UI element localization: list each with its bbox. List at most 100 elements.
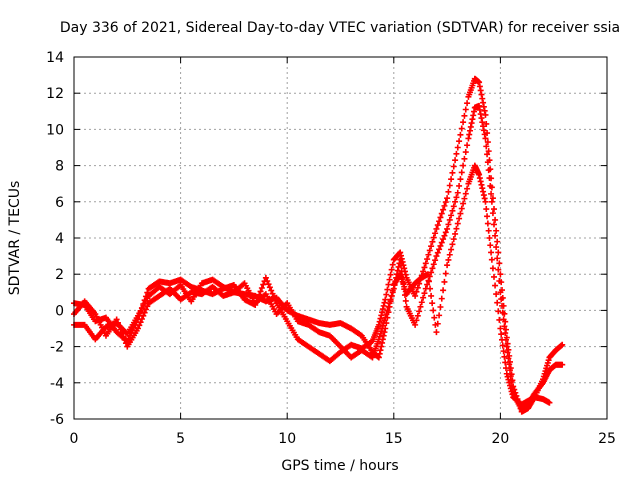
data-point bbox=[428, 243, 435, 250]
data-point bbox=[462, 106, 469, 113]
data-point bbox=[136, 322, 143, 329]
data-point bbox=[429, 238, 436, 245]
data-point bbox=[495, 249, 502, 256]
data-point bbox=[442, 229, 449, 236]
data-point bbox=[420, 294, 427, 301]
data-point bbox=[559, 341, 566, 348]
data-point bbox=[446, 216, 453, 223]
data-point bbox=[432, 257, 439, 264]
data-point bbox=[496, 260, 503, 267]
data-point bbox=[498, 302, 505, 309]
data-point bbox=[428, 269, 435, 276]
data-point bbox=[414, 284, 421, 291]
data-point bbox=[491, 206, 498, 213]
data-point bbox=[386, 303, 393, 310]
data-point bbox=[387, 271, 394, 278]
data-point bbox=[437, 214, 444, 221]
data-point bbox=[444, 225, 451, 232]
data-point bbox=[449, 207, 456, 214]
data-point bbox=[413, 317, 420, 324]
data-point bbox=[452, 157, 459, 164]
data-point bbox=[454, 189, 461, 196]
data-point bbox=[437, 304, 444, 311]
data-point bbox=[485, 167, 492, 174]
data-point bbox=[441, 232, 448, 239]
data-point bbox=[440, 236, 447, 243]
data-point bbox=[461, 155, 468, 162]
data-point bbox=[478, 115, 485, 122]
data-point bbox=[505, 355, 512, 362]
data-point bbox=[434, 320, 441, 327]
y-tick-labels: -6 -4 -2 0 2 4 6 8 10 12 14 bbox=[46, 50, 64, 428]
data-point bbox=[460, 162, 467, 169]
data-point bbox=[506, 367, 513, 374]
data-point bbox=[383, 320, 390, 327]
x-tick-label: 15 bbox=[385, 431, 403, 447]
data-point bbox=[487, 182, 494, 189]
data-point bbox=[546, 399, 553, 406]
data-point bbox=[450, 236, 457, 243]
x-tick-label: 20 bbox=[491, 431, 509, 447]
data-point bbox=[454, 220, 461, 227]
data-point bbox=[450, 203, 457, 210]
data-point bbox=[453, 150, 460, 157]
data-point bbox=[427, 285, 434, 292]
data-point bbox=[493, 244, 500, 251]
data-point bbox=[494, 255, 501, 262]
data-point bbox=[430, 261, 437, 268]
data-point bbox=[421, 290, 428, 297]
data-point bbox=[257, 288, 264, 295]
data-point bbox=[497, 325, 504, 332]
data-point bbox=[461, 195, 468, 202]
data-point bbox=[446, 251, 453, 258]
data-point bbox=[491, 273, 498, 280]
data-point bbox=[450, 163, 457, 170]
y-tick-label: 12 bbox=[46, 86, 64, 102]
data-point bbox=[434, 249, 441, 256]
data-point bbox=[496, 316, 503, 323]
data-point bbox=[448, 212, 455, 219]
data-point bbox=[486, 235, 493, 241]
data-point bbox=[453, 225, 460, 232]
data-point bbox=[438, 210, 445, 217]
data-point bbox=[498, 336, 505, 343]
data-point bbox=[484, 139, 491, 146]
data-point bbox=[452, 198, 459, 205]
data-point bbox=[500, 348, 507, 355]
data-point bbox=[502, 359, 509, 366]
data-point bbox=[268, 287, 275, 294]
data-point bbox=[492, 232, 499, 239]
data-point bbox=[494, 299, 501, 306]
y-tick-label: 4 bbox=[55, 231, 64, 247]
data-point bbox=[493, 291, 500, 298]
data-point bbox=[489, 265, 496, 272]
y-tick-label: 2 bbox=[55, 267, 64, 283]
y-axis-label: SDTVAR / TECUs bbox=[7, 181, 23, 296]
data-point bbox=[138, 315, 145, 322]
data-point bbox=[384, 314, 391, 321]
data-point bbox=[482, 111, 489, 118]
data-point bbox=[389, 287, 396, 294]
data-point bbox=[478, 181, 485, 188]
data-point bbox=[464, 185, 471, 192]
data-point bbox=[436, 246, 443, 253]
data-point bbox=[413, 288, 420, 295]
data-point bbox=[269, 290, 276, 297]
data-point bbox=[449, 169, 456, 176]
data-point bbox=[464, 142, 471, 149]
data-point bbox=[499, 342, 506, 349]
data-point bbox=[454, 144, 461, 151]
x-tick-label: 25 bbox=[598, 431, 616, 447]
data-point bbox=[426, 247, 433, 254]
data-point bbox=[461, 112, 468, 119]
data-point bbox=[265, 281, 272, 288]
data-point bbox=[502, 365, 509, 372]
data-point bbox=[485, 227, 492, 234]
data-point bbox=[397, 256, 404, 263]
data-point bbox=[484, 220, 491, 227]
data-point bbox=[462, 149, 469, 156]
data-point bbox=[433, 225, 440, 232]
data-point bbox=[504, 349, 511, 356]
data-point bbox=[421, 264, 428, 271]
